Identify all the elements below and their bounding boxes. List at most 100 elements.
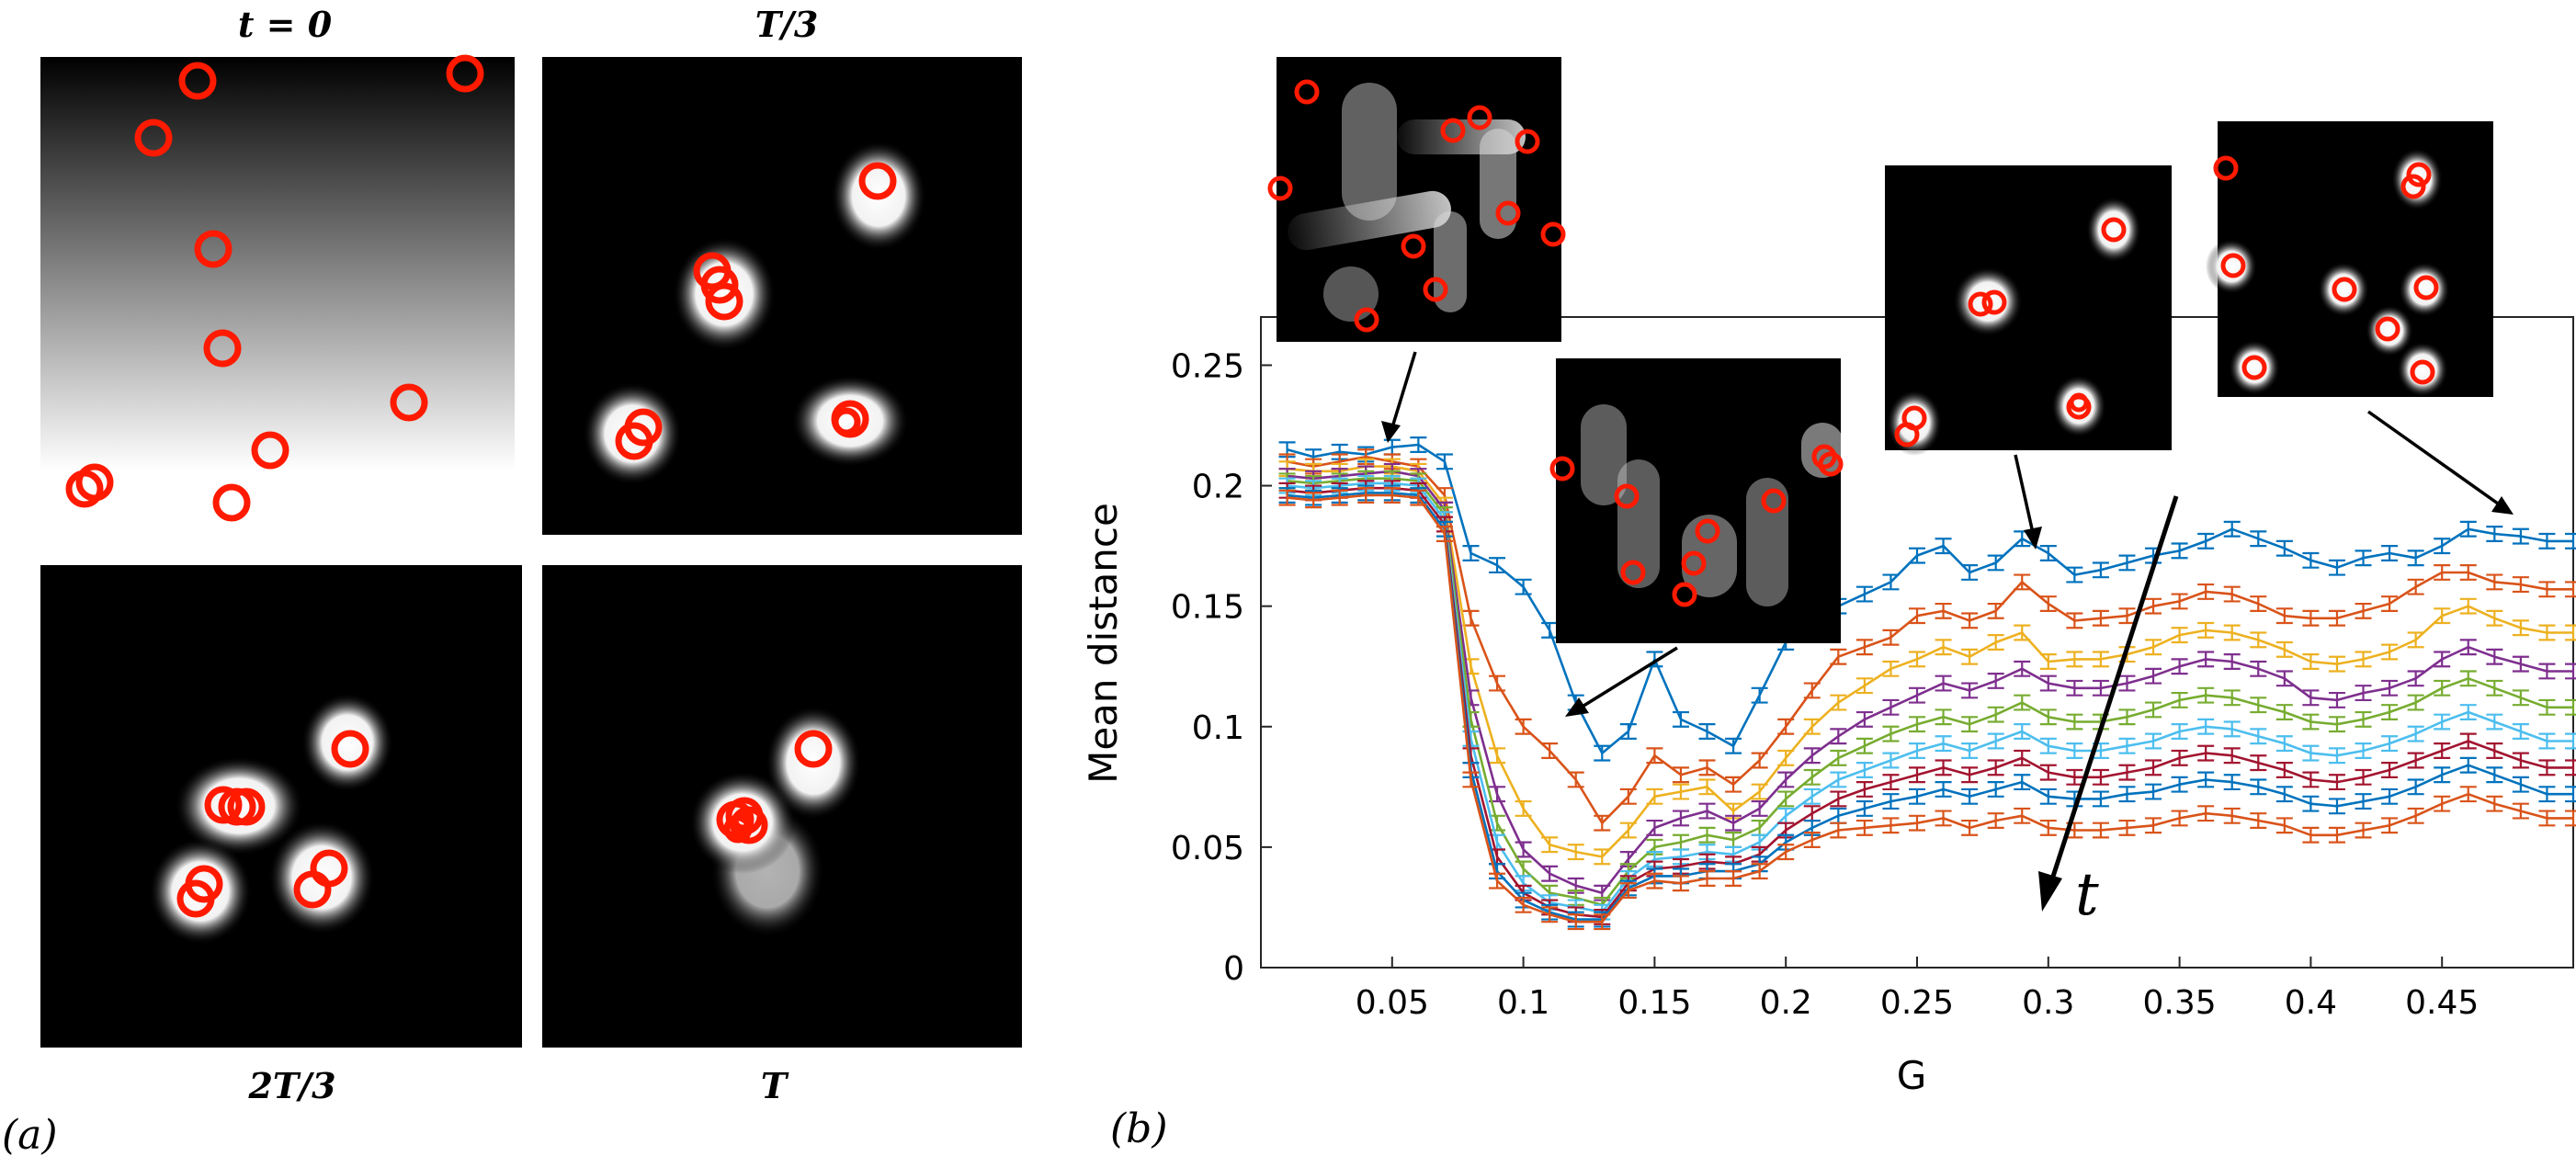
series-line	[1287, 493, 2573, 923]
error-bar	[2486, 766, 2503, 784]
error-bar	[2407, 550, 2424, 567]
error-bar	[2223, 720, 2241, 738]
error-bar	[2223, 747, 2241, 765]
error-bar	[2486, 609, 2503, 627]
error-bar	[2407, 725, 2424, 742]
error-bar	[1909, 607, 1925, 625]
error-bar	[1410, 489, 1427, 506]
error-bar	[2171, 542, 2188, 560]
error-bar	[2302, 744, 2320, 762]
error-bar	[1961, 716, 1979, 733]
error-bar	[1987, 812, 2004, 830]
x-axis-label: G	[1897, 1053, 1927, 1098]
x-tick-label: 0.1	[1497, 984, 1549, 1022]
time-arrow	[2038, 495, 2179, 912]
error-bar	[1882, 698, 1900, 716]
error-bar	[2250, 778, 2267, 796]
error-bar	[2145, 783, 2162, 800]
error-bar	[2434, 607, 2451, 625]
error-bar	[1987, 672, 2004, 689]
error-bar	[1567, 844, 1584, 861]
error-bar	[2197, 771, 2215, 788]
error-bar	[2565, 698, 2576, 716]
error-bar	[2223, 585, 2241, 603]
frame-label-t2: 2T/3	[247, 1065, 335, 1106]
error-bar	[2381, 595, 2399, 613]
error-bar	[1698, 826, 1716, 844]
error-bar	[1987, 554, 2004, 572]
error-bar	[1594, 848, 1611, 866]
inset-g-transition	[1549, 358, 1844, 643]
error-bar	[2223, 689, 2241, 707]
error-bar	[2434, 795, 2451, 812]
error-bar	[2302, 609, 2320, 627]
error-bar	[2171, 810, 2188, 827]
error-bar	[2145, 817, 2162, 834]
error-bar	[1987, 732, 2004, 750]
error-bar	[1830, 771, 1847, 788]
error-bar	[2328, 559, 2345, 576]
error-bar	[2512, 655, 2529, 673]
error-bar	[1751, 783, 1768, 800]
error-bar	[1830, 728, 1847, 745]
particle-markers-t2	[176, 730, 369, 918]
error-bar	[1567, 771, 1584, 788]
error-bar	[2197, 686, 2215, 704]
error-bar	[2512, 689, 2529, 707]
error-bar	[2145, 759, 2162, 776]
error-bar	[2092, 609, 2109, 627]
inset-g-low	[1267, 57, 1566, 342]
series-line	[1287, 443, 2573, 754]
error-bar	[1515, 841, 1532, 858]
error-bar	[1803, 768, 1821, 786]
error-bar	[1855, 799, 1873, 817]
error-bar	[1672, 766, 1689, 784]
error-bar	[2486, 526, 2503, 542]
error-bar	[1803, 718, 1821, 735]
error-bar	[1882, 725, 1900, 742]
error-bar	[1672, 810, 1689, 827]
error-bar	[2118, 674, 2136, 692]
error-bar	[2434, 679, 2451, 697]
error-bar	[1909, 742, 1925, 759]
error-bar	[1672, 783, 1689, 800]
error-bar	[2014, 774, 2031, 791]
error-bar	[1619, 787, 1637, 805]
error-bar	[1489, 557, 1506, 574]
error-bar	[2407, 670, 2424, 687]
error-bar	[1987, 759, 2004, 776]
error-bar	[2223, 774, 2241, 791]
error-bar	[1855, 585, 1873, 603]
error-bar	[2486, 795, 2503, 812]
error-bar	[1830, 790, 1847, 808]
error-bar	[2407, 778, 2424, 796]
x-tick-label: 0.35	[2143, 984, 2217, 1022]
error-bar	[2434, 563, 2451, 581]
error-bar	[2302, 826, 2320, 844]
error-bar	[1594, 814, 1611, 832]
particle-markers-t3	[716, 730, 833, 844]
error-bar	[2434, 742, 2451, 759]
error-bar	[1855, 710, 1873, 728]
error-bar	[2355, 651, 2372, 668]
error-bar	[2459, 520, 2477, 538]
error-bar	[2197, 621, 2215, 639]
error-bar	[2171, 593, 2188, 610]
error-bar	[1909, 547, 1925, 564]
series-line	[1287, 465, 2573, 858]
x-tick-label: 0.2	[1760, 984, 1812, 1022]
error-bar	[1489, 872, 1506, 889]
error-bar	[1751, 686, 1768, 704]
inset-pointer-3	[2014, 454, 2035, 534]
error-bar	[1410, 436, 1427, 453]
error-bar	[2328, 655, 2345, 673]
error-bar	[1672, 875, 1689, 892]
error-bar	[1436, 526, 1453, 542]
error-bar	[2486, 713, 2503, 731]
error-bar	[1725, 737, 1742, 754]
error-bar	[2434, 538, 2451, 555]
inset-g-high	[2206, 121, 2493, 397]
error-bar	[1909, 716, 1925, 733]
error-bar	[2355, 768, 2372, 786]
error-bar	[2565, 581, 2576, 598]
